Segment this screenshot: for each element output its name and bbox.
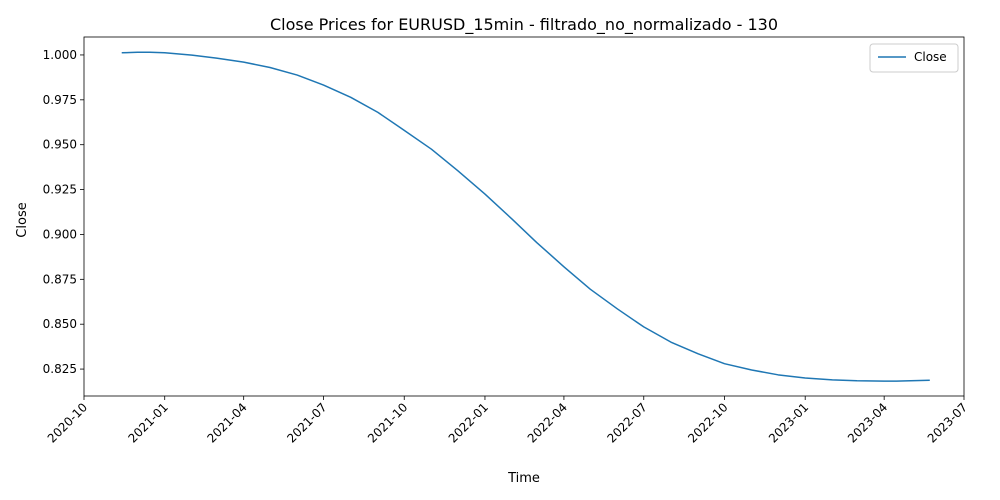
y-tick-label: 0.950: [43, 138, 77, 152]
y-tick-label: 0.900: [43, 227, 77, 241]
x-axis-title: Time: [507, 471, 540, 486]
y-tick-label: 0.925: [43, 183, 77, 197]
y-tick-label: 1.000: [43, 48, 77, 62]
legend-frame: [869, 43, 959, 73]
legend: Close: [869, 43, 959, 73]
y-tick-label: 0.975: [43, 93, 77, 107]
y-axis-title: Close: [15, 202, 30, 237]
y-tick-label: 0.875: [43, 272, 77, 286]
y-tick-label: 0.850: [43, 317, 77, 331]
legend-label: Close: [914, 50, 947, 64]
axes-frame: [83, 36, 965, 397]
chart-title: Close Prices for EURUSD_15min - filtrado…: [270, 15, 778, 35]
series-line-close: [121, 51, 930, 382]
y-tick-label: 0.825: [43, 362, 77, 376]
